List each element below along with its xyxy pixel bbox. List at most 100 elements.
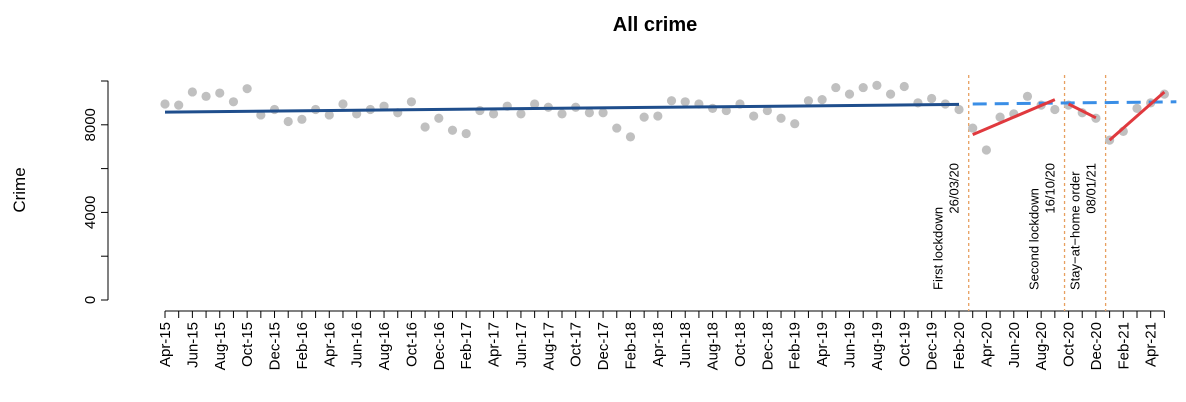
x-tick-label: Jun-15 [184, 322, 201, 368]
x-tick-label: Feb-21 [1115, 322, 1132, 370]
y-tick-label: 4000 [82, 196, 99, 229]
x-tick-label: Feb-20 [951, 322, 968, 370]
data-point [858, 82, 868, 93]
data-point [324, 110, 334, 120]
y-tick-label: 0 [82, 296, 99, 304]
x-tick-label: Apr-20 [978, 322, 995, 367]
data-point [338, 99, 348, 109]
data-point [1022, 91, 1033, 101]
segment-line [1067, 102, 1097, 120]
data-point [228, 97, 239, 107]
data-point [1132, 103, 1142, 113]
data-point [708, 103, 718, 113]
data-point [776, 113, 786, 123]
x-tick-label: Feb-16 [294, 322, 311, 370]
data-point [872, 80, 882, 90]
x-tick-label: Apr-15 [157, 322, 174, 367]
x-tick-label: Oct-18 [732, 322, 749, 367]
data-point [297, 114, 307, 124]
data-point [461, 128, 471, 139]
data-point [831, 82, 841, 93]
data-point [817, 95, 827, 105]
x-tick-label: Dec-20 [1088, 322, 1105, 370]
x-tick-label: Jun-20 [1006, 322, 1023, 368]
data-point [803, 96, 814, 106]
data-point [981, 145, 992, 155]
data-point [762, 105, 772, 116]
data-point [283, 116, 293, 127]
x-tick-label: Aug-16 [376, 322, 393, 370]
data-point [612, 123, 622, 133]
x-tick-label: Dec-16 [431, 322, 448, 370]
data-point [406, 97, 417, 107]
data-point [420, 122, 430, 132]
data-point [201, 91, 211, 101]
data-point [160, 99, 170, 109]
data-point [584, 108, 594, 118]
chart-title: All crime [613, 14, 697, 36]
segment-line [1108, 90, 1166, 142]
segment-line [972, 98, 1056, 137]
x-tick-label: Oct-19 [896, 322, 913, 367]
data-point [653, 111, 663, 121]
data-point [844, 89, 855, 99]
data-point [269, 104, 280, 115]
x-tick-label: Dec-18 [759, 322, 776, 370]
data-point [434, 113, 444, 123]
x-tick-label: Jun-19 [842, 322, 859, 368]
x-tick-label: Feb-18 [622, 322, 639, 370]
data-point [625, 132, 636, 142]
x-axis-ticks: Apr-15 Jun-15 Aug-15 Oct-15 Dec-15 Feb-16 Apr-… [157, 311, 1165, 370]
x-tick-label: Dec-19 [924, 322, 941, 370]
data-point [215, 88, 225, 98]
data-point [927, 93, 937, 104]
data-point [680, 97, 690, 107]
data-point [488, 109, 499, 119]
data-point [790, 119, 800, 129]
data-point [242, 84, 252, 94]
annotation-date: 16/10/20 [1043, 163, 1058, 214]
x-tick-label: Dec-17 [595, 322, 612, 370]
y-axis-ticks: 0 4000 8000 [82, 80, 108, 304]
trend-line [164, 102, 960, 114]
x-tick-label: Oct-20 [1061, 322, 1078, 367]
data-point [721, 105, 731, 116]
data-point [557, 109, 567, 119]
data-point [899, 81, 909, 92]
x-tick-label: Jun-18 [677, 322, 694, 368]
y-tick-label: 8000 [82, 108, 99, 141]
x-tick-label: Feb-17 [458, 322, 475, 370]
x-tick-label: Aug-18 [705, 322, 722, 370]
annotation-label: Stay−at−home order [1068, 171, 1083, 290]
x-tick-label: Oct-17 [568, 322, 585, 367]
data-points [160, 80, 1169, 155]
x-tick-label: Apr-16 [321, 322, 338, 367]
x-tick-label: Apr-17 [486, 322, 503, 367]
x-tick-label: Dec-15 [267, 322, 284, 370]
x-tick-label: Aug-15 [212, 322, 229, 370]
data-point [447, 125, 458, 135]
data-point [598, 108, 608, 118]
data-point [1050, 104, 1060, 115]
data-point [968, 123, 978, 133]
x-tick-label: Jun-16 [349, 322, 366, 368]
data-point [639, 112, 649, 122]
data-point [749, 111, 759, 121]
data-point [666, 96, 677, 106]
x-tick-label: Oct-16 [403, 322, 420, 367]
annotation-label: First lockdown [931, 207, 946, 290]
data-point [995, 112, 1005, 122]
data-point [187, 87, 197, 97]
data-point [954, 104, 964, 115]
data-point [530, 99, 540, 109]
x-tick-label: Jun-17 [513, 322, 530, 368]
x-tick-label: Aug-17 [540, 322, 557, 370]
x-tick-label: Apr-21 [1143, 322, 1160, 367]
x-tick-label: Feb-19 [787, 322, 804, 370]
x-tick-label: Apr-19 [814, 322, 831, 367]
data-point [885, 89, 896, 99]
x-tick-label: Oct-15 [239, 322, 256, 367]
annotation-label: Second lockdown [1027, 188, 1042, 290]
data-point [1159, 89, 1169, 99]
